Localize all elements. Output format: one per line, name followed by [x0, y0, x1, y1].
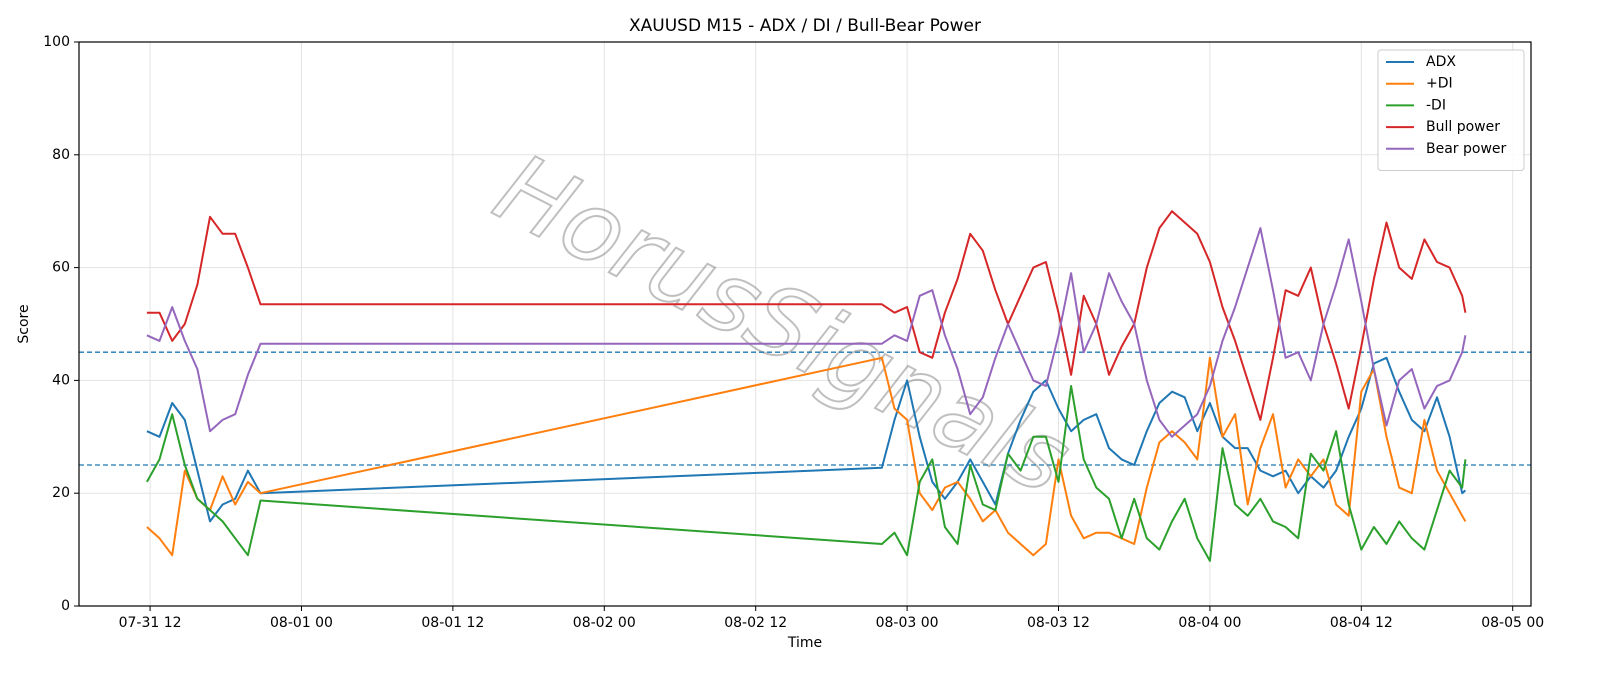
legend-box	[1377, 49, 1525, 171]
x-axis-label: Time	[787, 635, 822, 651]
y-tick-label: 80	[52, 147, 70, 163]
x-tick-label: 08-02 00	[573, 615, 636, 631]
x-tick-label: 08-03 00	[876, 615, 939, 631]
x-tick-label: 08-04 12	[1330, 615, 1393, 631]
series-line	[146, 385, 1467, 562]
plot-frame	[78, 41, 1532, 607]
y-tick-label: 0	[61, 598, 70, 614]
x-tick-label: 08-03 12	[1027, 615, 1090, 631]
x-tick-label: 08-05 00	[1481, 615, 1544, 631]
legend-label: ADX	[1426, 54, 1456, 70]
legend: ADX +DI -DI Bull power Bear power	[1377, 49, 1525, 171]
series-line	[146, 210, 1467, 421]
series-line	[146, 227, 1467, 438]
y-tick-label: 20	[52, 485, 70, 501]
watermark: HorusSignals	[479, 132, 1088, 516]
x-tick-label: 08-01 12	[421, 615, 484, 631]
x-tick-label: 08-01 00	[270, 615, 333, 631]
x-tick-label: 08-04 00	[1178, 615, 1241, 631]
chart-title: XAUUSD M15 - ADX / DI / Bull-Bear Power	[629, 16, 981, 36]
legend-label: Bear power	[1426, 141, 1507, 157]
x-tick-label: 08-02 12	[724, 615, 787, 631]
series-line	[146, 356, 1467, 557]
y-tick-label: 100	[43, 34, 70, 50]
y-axis-label: Score	[16, 304, 32, 343]
y-tick-label: 60	[52, 260, 70, 276]
y-tick-label: 40	[52, 372, 70, 388]
legend-label: +DI	[1426, 76, 1453, 92]
legend-label: Bull power	[1426, 119, 1500, 135]
legend-label: -DI	[1426, 97, 1446, 113]
x-tick-label: 07-31 12	[119, 615, 182, 631]
series-line	[146, 356, 1467, 523]
